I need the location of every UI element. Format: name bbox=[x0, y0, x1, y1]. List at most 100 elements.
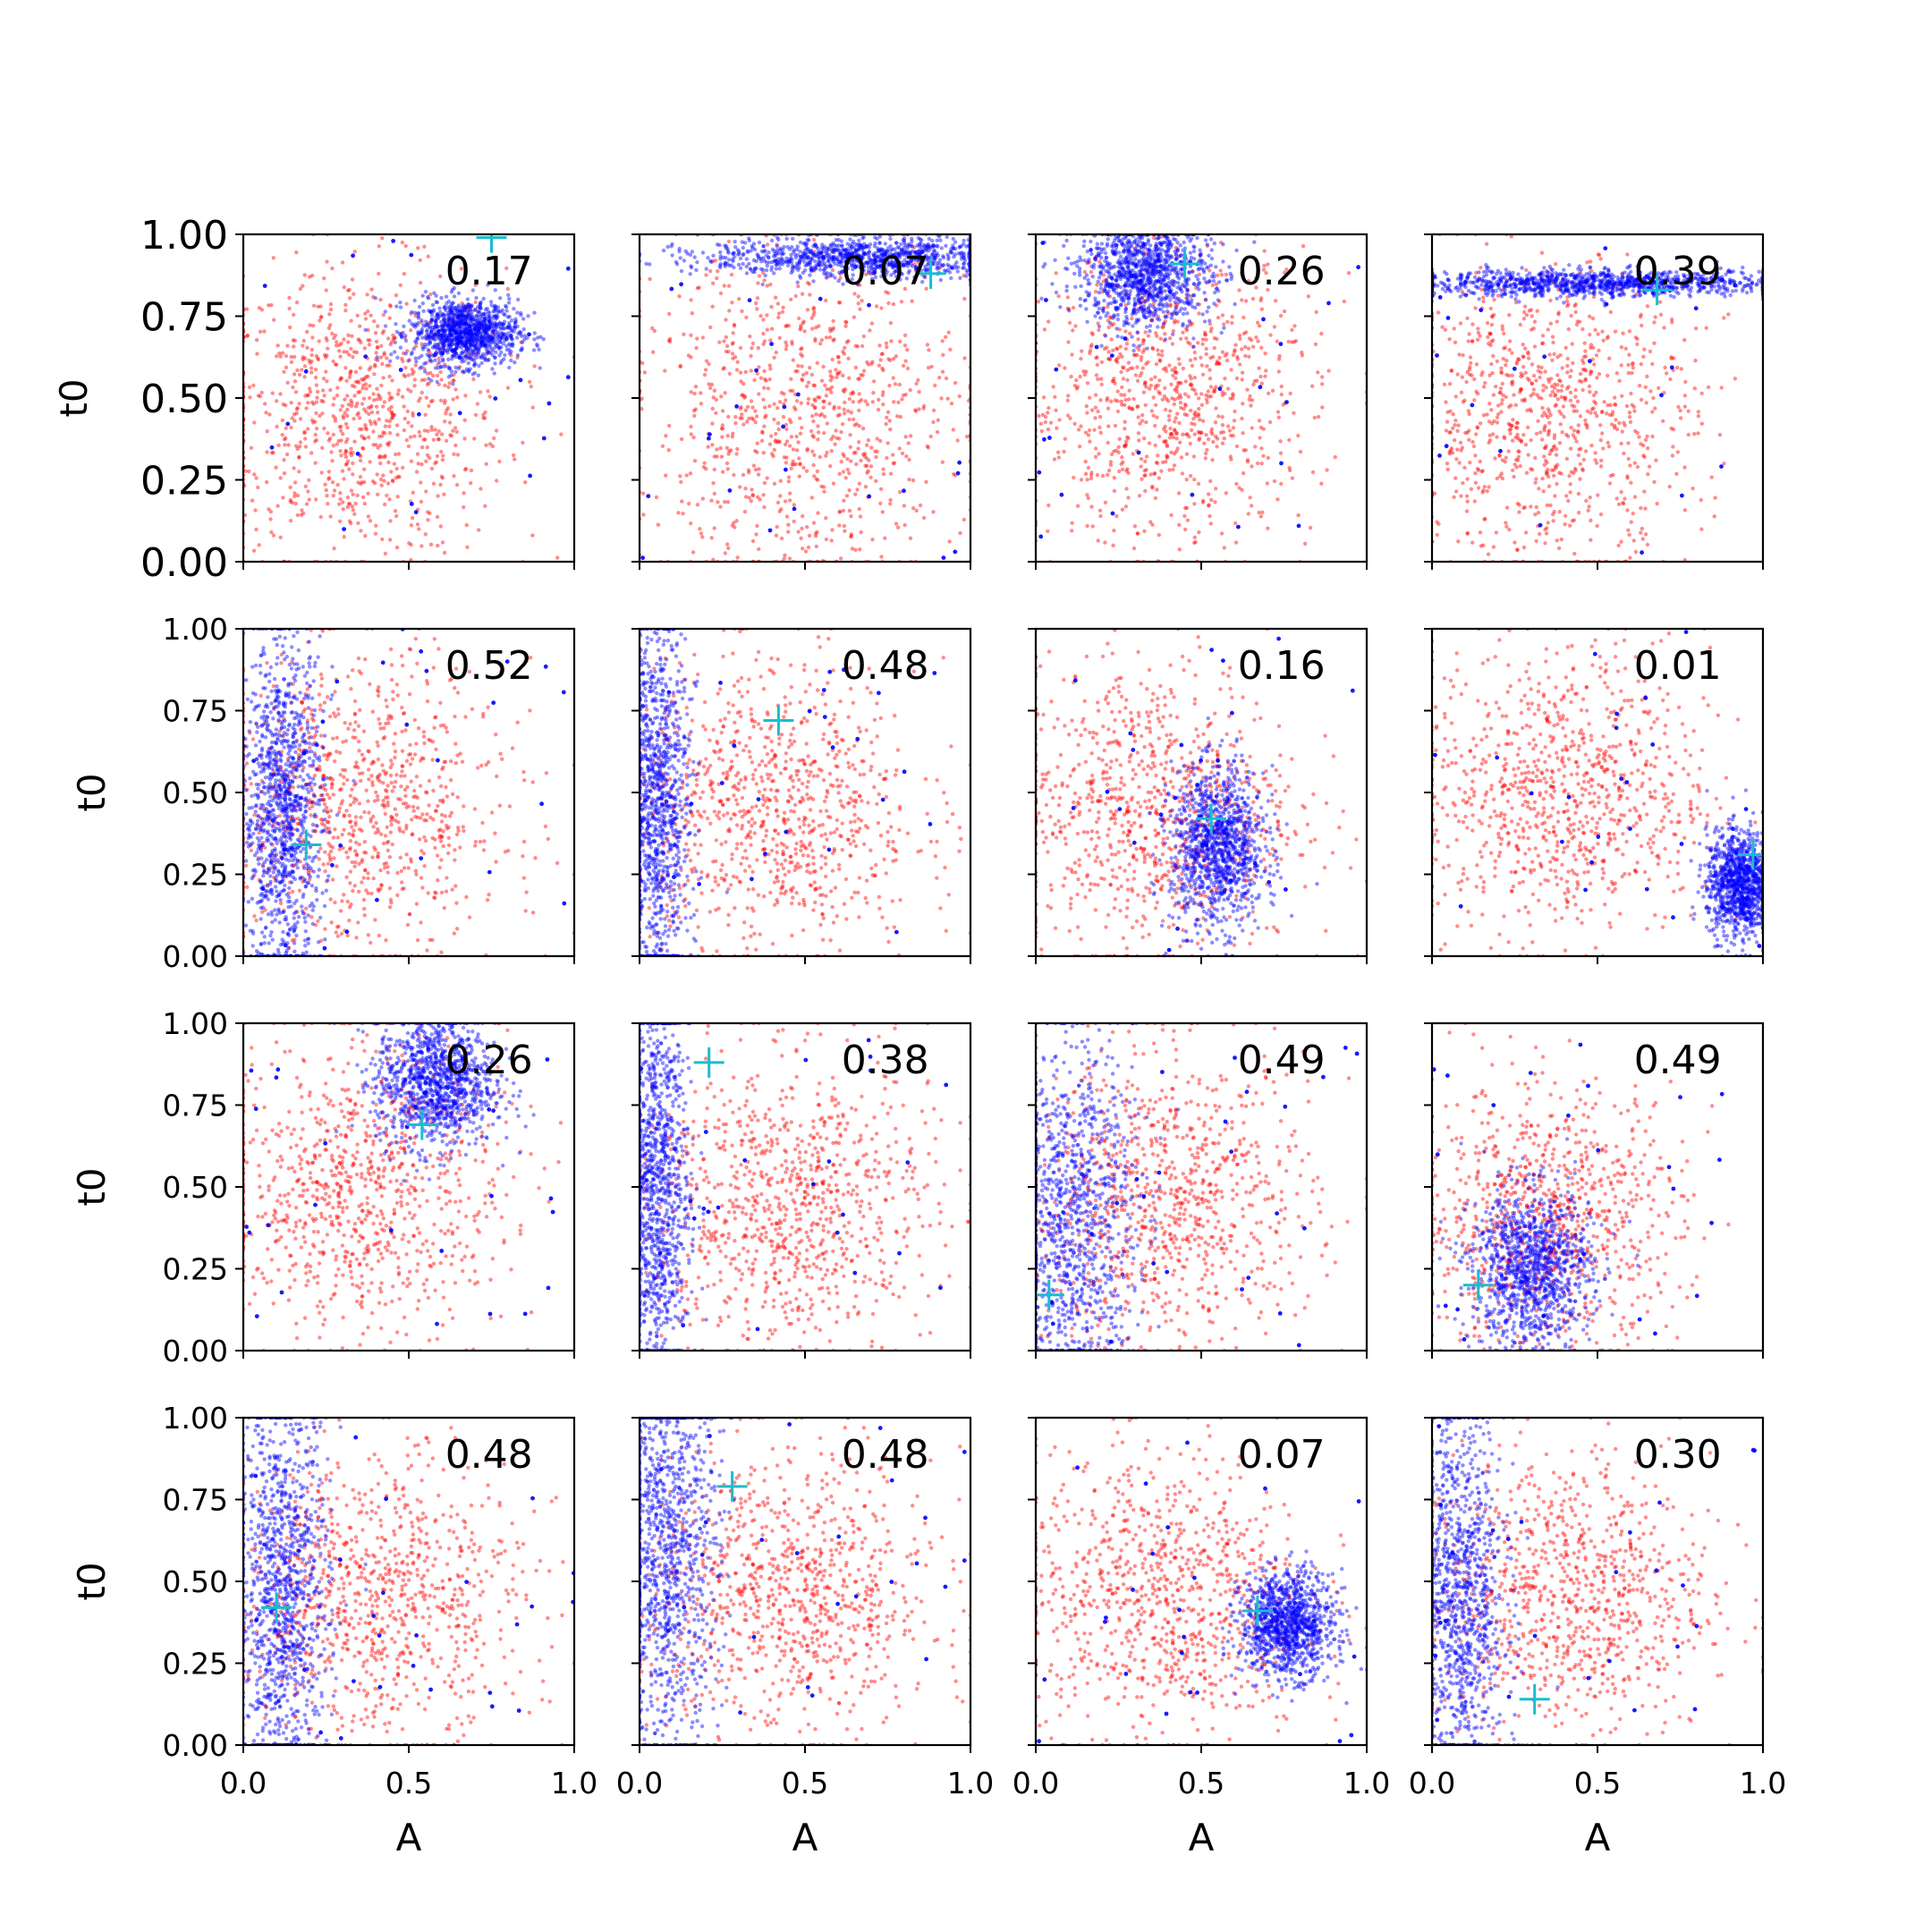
posterior-point bbox=[775, 267, 778, 270]
prior-point bbox=[305, 502, 309, 505]
posterior-point bbox=[452, 348, 455, 352]
posterior-outlier bbox=[409, 253, 413, 258]
posterior-point bbox=[443, 334, 446, 337]
prior-point bbox=[790, 467, 793, 470]
prior-point bbox=[758, 274, 761, 277]
prior-point bbox=[393, 336, 396, 340]
prior-point bbox=[1217, 361, 1221, 365]
prior-point bbox=[1091, 524, 1095, 528]
prior-point bbox=[438, 370, 442, 374]
prior-point bbox=[1106, 473, 1109, 477]
prior-point bbox=[1243, 345, 1247, 349]
prior-point bbox=[281, 433, 284, 436]
prior-point bbox=[424, 413, 428, 417]
prior-point bbox=[389, 304, 393, 308]
prior-point bbox=[1193, 376, 1197, 379]
prior-point bbox=[1121, 508, 1124, 512]
posterior-point bbox=[479, 306, 482, 309]
prior-point bbox=[1320, 375, 1324, 378]
prior-point bbox=[867, 362, 870, 366]
prior-point bbox=[1141, 366, 1145, 369]
prior-point bbox=[828, 464, 832, 468]
prior-point bbox=[437, 437, 441, 441]
prior-point bbox=[750, 399, 753, 402]
prior-point bbox=[462, 505, 465, 509]
prior-point bbox=[839, 430, 843, 434]
prior-point bbox=[757, 467, 760, 470]
posterior-point bbox=[782, 245, 785, 249]
prior-point bbox=[331, 402, 335, 406]
posterior-point bbox=[809, 269, 813, 273]
prior-point bbox=[694, 385, 698, 388]
prior-point bbox=[1130, 317, 1133, 320]
prior-point bbox=[788, 491, 792, 495]
prior-point bbox=[1080, 349, 1083, 352]
prior-point bbox=[828, 335, 832, 339]
posterior-point bbox=[828, 263, 832, 267]
posterior-point bbox=[519, 330, 522, 334]
prior-point bbox=[354, 380, 358, 384]
prior-point bbox=[1294, 339, 1298, 343]
prior-point bbox=[1140, 355, 1143, 359]
prior-point bbox=[816, 437, 819, 441]
prior-point bbox=[885, 422, 888, 426]
posterior-point bbox=[949, 276, 953, 280]
prior-point bbox=[1119, 344, 1123, 348]
prior-point bbox=[914, 509, 918, 513]
posterior-point bbox=[833, 243, 836, 247]
prior-point bbox=[1096, 363, 1099, 367]
prior-point bbox=[685, 473, 689, 477]
prior-point bbox=[1223, 436, 1226, 440]
prior-point bbox=[787, 324, 791, 327]
prior-point bbox=[1263, 352, 1267, 355]
posterior-point bbox=[505, 348, 509, 352]
prior-point bbox=[272, 533, 275, 537]
prior-point bbox=[381, 404, 385, 408]
prior-point bbox=[1094, 455, 1097, 459]
prior-point bbox=[829, 378, 833, 382]
posterior-point bbox=[408, 318, 411, 322]
prior-point bbox=[907, 458, 911, 462]
prior-point bbox=[858, 392, 861, 395]
prior-point bbox=[255, 338, 258, 342]
prior-point bbox=[779, 479, 783, 483]
prior-point bbox=[332, 414, 335, 418]
prior-point bbox=[846, 409, 850, 412]
prior-point bbox=[267, 303, 270, 307]
prior-point bbox=[806, 308, 809, 311]
prior-point bbox=[1164, 366, 1167, 369]
prior-point bbox=[717, 340, 721, 343]
posterior-point bbox=[464, 336, 468, 340]
prior-point bbox=[894, 382, 897, 386]
prior-point bbox=[892, 376, 895, 379]
prior-point bbox=[1142, 391, 1146, 394]
posterior-point bbox=[470, 343, 474, 347]
prior-point bbox=[385, 356, 388, 360]
prior-point bbox=[847, 471, 851, 475]
prior-point bbox=[727, 284, 731, 288]
prior-point bbox=[1301, 353, 1304, 357]
posterior-point bbox=[789, 257, 792, 260]
prior-point bbox=[1177, 491, 1181, 495]
prior-point bbox=[1205, 448, 1208, 452]
prior-point bbox=[1167, 419, 1171, 422]
prior-point bbox=[1150, 486, 1154, 489]
prior-point bbox=[879, 487, 883, 491]
prior-point bbox=[427, 255, 430, 258]
prior-point bbox=[343, 411, 347, 414]
prior-point bbox=[921, 407, 925, 411]
prior-point bbox=[1155, 335, 1158, 338]
prior-point bbox=[360, 428, 363, 431]
prior-point bbox=[335, 363, 338, 367]
posterior-point bbox=[956, 269, 960, 273]
prior-point bbox=[424, 489, 428, 493]
posterior-point bbox=[490, 367, 494, 370]
prior-point bbox=[1068, 417, 1072, 420]
posterior-point bbox=[764, 274, 767, 277]
prior-point bbox=[373, 419, 377, 423]
prior-point bbox=[735, 555, 739, 559]
prior-point bbox=[267, 507, 270, 511]
prior-point bbox=[784, 347, 788, 351]
prior-point bbox=[409, 543, 412, 547]
prior-point bbox=[1120, 455, 1123, 459]
